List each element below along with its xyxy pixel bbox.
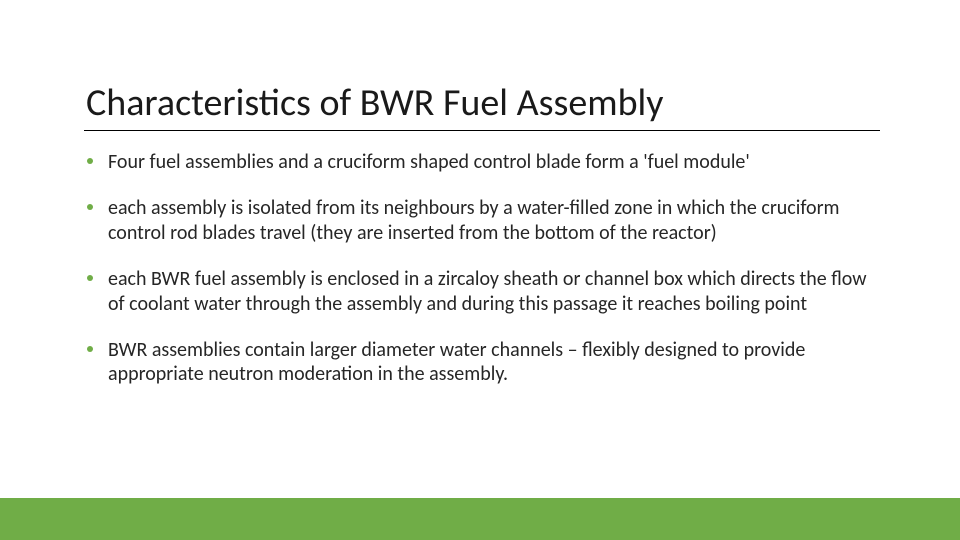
- bullet-list: Four fuel assemblies and a cruciform sha…: [86, 150, 881, 409]
- bullet-text: each BWR fuel assembly is enclosed in a …: [108, 267, 881, 316]
- bullet-marker-icon: [86, 150, 94, 164]
- bullet-item: each assembly is isolated from its neigh…: [86, 196, 881, 245]
- title-underline: [84, 130, 880, 131]
- bullet-text: each assembly is isolated from its neigh…: [108, 196, 881, 245]
- slide-title: Characteristics of BWR Fuel Assembly: [86, 80, 663, 126]
- bullet-text: Four fuel assemblies and a cruciform sha…: [108, 150, 881, 174]
- bullet-marker-icon: [86, 338, 94, 352]
- slide: Characteristics of BWR Fuel Assembly Fou…: [0, 0, 960, 540]
- bullet-item: each BWR fuel assembly is enclosed in a …: [86, 267, 881, 316]
- bullet-item: Four fuel assemblies and a cruciform sha…: [86, 150, 881, 174]
- footer-bar: [0, 498, 960, 540]
- bullet-text: BWR assemblies contain larger diameter w…: [108, 338, 881, 387]
- bullet-item: BWR assemblies contain larger diameter w…: [86, 338, 881, 387]
- bullet-marker-icon: [86, 196, 94, 210]
- bullet-marker-icon: [86, 267, 94, 281]
